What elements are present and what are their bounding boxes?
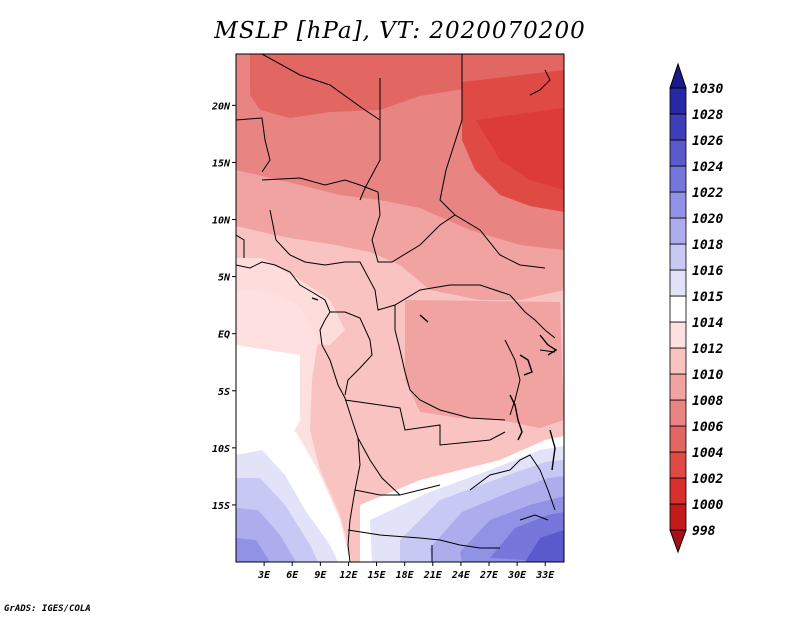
colorbar-label: 1010 <box>692 368 723 383</box>
country-borders <box>236 54 556 562</box>
colorbar-label: 1026 <box>692 134 723 149</box>
colorbar-label: 1024 <box>692 160 723 175</box>
colorbar-label: 1002 <box>692 472 723 487</box>
lon-tick-label: 6E <box>286 570 299 581</box>
lat-tick-label: 20N <box>211 101 231 112</box>
colorbar-swatch <box>669 243 687 271</box>
colorbar-label: 1008 <box>692 394 723 409</box>
colorbar-swatch <box>669 269 687 297</box>
lat-tick-label: 5S <box>218 387 230 398</box>
colorbar-swatch <box>669 191 687 219</box>
colorbar-label: 1006 <box>692 420 723 435</box>
lon-tick-label: 3E <box>257 570 271 581</box>
latitude-axis: 20N 15N 10N 5N EQ 5S 10S 15S <box>211 101 236 512</box>
lon-tick-label: 21E <box>423 570 443 581</box>
colorbar-swatch <box>669 113 687 141</box>
colorbar-swatch <box>669 451 687 479</box>
colorbar-label: 1014 <box>692 316 723 331</box>
lakes <box>311 297 558 471</box>
colorbar-label: 998 <box>692 524 716 539</box>
lat-tick-label: 15N <box>212 158 231 169</box>
lon-tick-label: 9E <box>314 570 327 581</box>
colorbar-swatch <box>669 399 687 427</box>
lon-tick-label: 33E <box>535 570 555 581</box>
longitude-axis: 3E 6E 9E 12E 15E 18E 21E 24E 27E 30E 33E <box>257 562 555 581</box>
colorbar-swatch <box>669 217 687 245</box>
colorbar-label: 1012 <box>692 342 723 357</box>
colorbar-label: 1000 <box>692 498 723 513</box>
colorbar-label: 1030 <box>692 82 723 97</box>
colorbar-label: 1020 <box>692 212 723 227</box>
footer-credit: GrADS: IGES/COLA <box>4 604 91 614</box>
colorbar-swatch <box>669 503 687 531</box>
lat-tick-label: 10N <box>212 216 231 227</box>
lat-tick-label: 10S <box>212 444 230 455</box>
lon-tick-label: 27E <box>479 570 499 581</box>
colorbar-swatch <box>669 425 687 453</box>
lat-tick-label: 5N <box>218 273 231 284</box>
colorbar-swatch <box>669 477 687 505</box>
colorbar-label: 1016 <box>692 264 723 279</box>
colorbar-bottom-arrow <box>669 529 687 554</box>
colorbar-swatch <box>669 321 687 349</box>
lon-tick-label: 30E <box>507 570 527 581</box>
pressure-field <box>236 54 564 562</box>
colorbar-swatch <box>669 87 687 115</box>
colorbar-label: 1018 <box>692 238 723 253</box>
colorbar-swatch <box>669 139 687 167</box>
lon-tick-label: 15E <box>368 570 387 581</box>
lat-tick-label: 15S <box>212 501 230 512</box>
colorbar-label: 1022 <box>692 186 723 201</box>
colorbar-label: 1028 <box>692 108 723 123</box>
map-frame <box>235 53 565 563</box>
colorbar: 998 1000 1002 1004 1006 1008 1010 1012 1014 1015 1… <box>669 62 723 554</box>
colorbar-swatch <box>669 347 687 375</box>
lat-tick-label: EQ <box>218 330 230 341</box>
colorbar-top-arrow <box>669 62 687 89</box>
map-title: MSLP [hPa], VT: 2020070200 <box>214 18 586 44</box>
colorbar-label: 1015 <box>692 290 723 305</box>
colorbar-swatch <box>669 165 687 193</box>
lon-tick-label: 18E <box>396 570 415 581</box>
lon-tick-label: 12E <box>339 570 358 581</box>
colorbar-swatch <box>669 373 687 401</box>
lon-tick-label: 24E <box>451 570 471 581</box>
colorbar-swatch <box>669 295 687 323</box>
colorbar-label: 1004 <box>692 446 723 461</box>
